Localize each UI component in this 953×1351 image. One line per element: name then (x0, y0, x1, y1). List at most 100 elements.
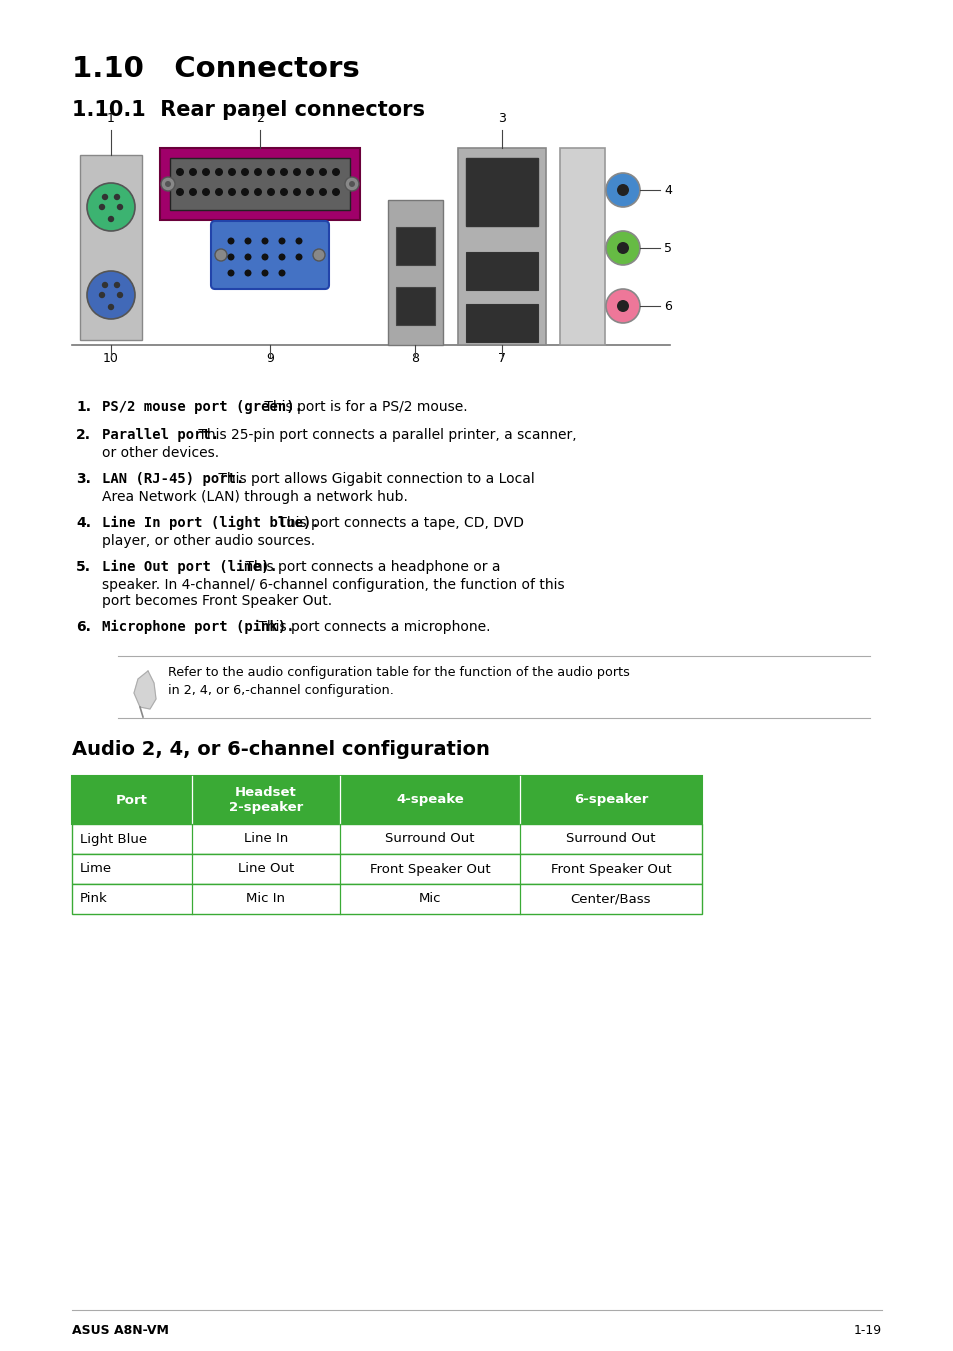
Bar (388, 200, 442, 345)
Circle shape (161, 177, 174, 190)
Circle shape (332, 188, 339, 196)
Text: Parallel port.: Parallel port. (102, 428, 219, 442)
Text: speaker. In 4-channel/ 6-channel configuration, the function of this: speaker. In 4-channel/ 6-channel configu… (102, 578, 564, 592)
Text: 5.: 5. (76, 561, 91, 574)
Circle shape (278, 269, 285, 277)
Text: 7: 7 (497, 353, 505, 365)
Text: 6.: 6. (76, 620, 91, 634)
Text: Audio 2, 4, or 6-channel configuration: Audio 2, 4, or 6-channel configuration (71, 740, 489, 759)
Bar (457, 149, 545, 345)
Circle shape (267, 188, 274, 196)
Text: Line Out: Line Out (237, 862, 294, 875)
Circle shape (267, 168, 274, 176)
Text: Microphone port (pink).: Microphone port (pink). (102, 620, 294, 634)
Bar (395, 227, 435, 265)
Circle shape (99, 292, 105, 299)
Text: 8: 8 (411, 353, 418, 365)
Circle shape (189, 188, 196, 196)
Text: 4: 4 (663, 184, 671, 196)
Circle shape (202, 188, 210, 196)
Circle shape (253, 188, 262, 196)
Bar (465, 158, 537, 226)
Text: Mic In: Mic In (246, 893, 285, 905)
Circle shape (116, 204, 123, 211)
Text: This port connects a microphone.: This port connects a microphone. (253, 620, 490, 634)
Circle shape (113, 193, 120, 200)
Circle shape (214, 249, 227, 261)
Text: Front Speaker Out: Front Speaker Out (550, 862, 671, 875)
Text: or other devices.: or other devices. (102, 446, 219, 459)
Text: 3: 3 (497, 112, 505, 126)
Circle shape (116, 292, 123, 299)
Circle shape (280, 168, 288, 176)
Text: This port connects a tape, CD, DVD: This port connects a tape, CD, DVD (274, 516, 523, 530)
Text: PS/2 mouse port (green).: PS/2 mouse port (green). (102, 400, 303, 413)
Text: This port allows Gigabit connection to a Local: This port allows Gigabit connection to a… (214, 471, 535, 486)
Text: player, or other audio sources.: player, or other audio sources. (102, 534, 314, 549)
Text: This port connects a headphone or a: This port connects a headphone or a (240, 561, 499, 574)
Circle shape (278, 238, 285, 245)
Text: in 2, 4, or 6,-channel configuration.: in 2, 4, or 6,-channel configuration. (168, 684, 394, 697)
Text: 3.: 3. (76, 471, 91, 486)
Text: 5: 5 (663, 242, 671, 254)
Circle shape (175, 168, 184, 176)
Circle shape (99, 204, 105, 211)
Circle shape (241, 188, 249, 196)
Circle shape (227, 254, 234, 261)
Text: Line In: Line In (244, 832, 288, 846)
Circle shape (202, 168, 210, 176)
Circle shape (102, 193, 108, 200)
Text: Mic: Mic (418, 893, 441, 905)
Bar (395, 286, 435, 326)
Circle shape (617, 184, 628, 196)
Circle shape (345, 177, 358, 190)
Text: Refer to the audio configuration table for the function of the audio ports: Refer to the audio configuration table f… (168, 666, 629, 680)
Circle shape (228, 168, 235, 176)
Circle shape (113, 282, 120, 288)
Text: Port: Port (116, 793, 148, 807)
Circle shape (87, 272, 135, 319)
Circle shape (278, 254, 285, 261)
Bar (170, 158, 350, 209)
Circle shape (214, 168, 223, 176)
Circle shape (214, 188, 223, 196)
Circle shape (189, 168, 196, 176)
Text: 9: 9 (266, 353, 274, 365)
Circle shape (244, 238, 252, 245)
Circle shape (293, 188, 301, 196)
Text: Front Speaker Out: Front Speaker Out (370, 862, 490, 875)
Text: 10: 10 (103, 353, 119, 365)
Circle shape (293, 168, 301, 176)
Circle shape (175, 188, 184, 196)
Circle shape (318, 188, 327, 196)
Bar (71, 884, 701, 915)
Circle shape (87, 182, 135, 231)
Circle shape (241, 168, 249, 176)
Text: 2: 2 (255, 112, 264, 126)
FancyBboxPatch shape (211, 222, 329, 289)
Circle shape (102, 282, 108, 288)
Polygon shape (133, 671, 156, 709)
Text: Area Network (LAN) through a network hub.: Area Network (LAN) through a network hub… (102, 490, 408, 504)
Circle shape (318, 168, 327, 176)
Bar (80, 155, 142, 340)
Circle shape (261, 238, 268, 245)
Circle shape (108, 304, 114, 311)
Circle shape (227, 269, 234, 277)
Circle shape (332, 168, 339, 176)
Text: 6-speaker: 6-speaker (573, 793, 647, 807)
Circle shape (313, 249, 325, 261)
Circle shape (349, 181, 355, 186)
Text: Lime: Lime (80, 862, 112, 875)
Circle shape (306, 188, 314, 196)
Circle shape (165, 181, 171, 186)
Text: port becomes Front Speaker Out.: port becomes Front Speaker Out. (102, 594, 332, 608)
Text: 1.10.1  Rear panel connectors: 1.10.1 Rear panel connectors (71, 100, 424, 120)
Bar (71, 775, 701, 824)
Text: Light Blue: Light Blue (80, 832, 147, 846)
Text: Pink: Pink (80, 893, 108, 905)
Text: 4-speake: 4-speake (395, 793, 463, 807)
Text: 1.10   Connectors: 1.10 Connectors (71, 55, 359, 82)
Circle shape (605, 289, 639, 323)
Circle shape (244, 269, 252, 277)
